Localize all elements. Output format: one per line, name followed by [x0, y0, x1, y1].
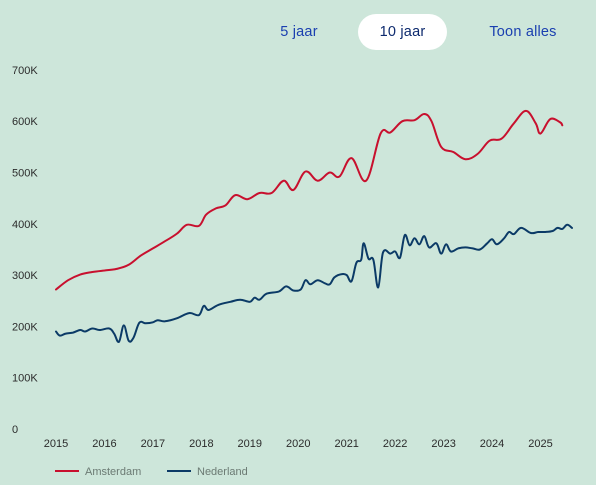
series-lines [55, 109, 573, 343]
series-line-nederland [55, 223, 573, 343]
x-tick-label: 2018 [189, 438, 213, 450]
legend-label-nederland: Nederland [197, 466, 248, 478]
x-tick-label: 2023 [431, 438, 455, 450]
x-tick-label: 2021 [334, 438, 358, 450]
x-tick-label: 2024 [480, 438, 504, 450]
y-tick-label: 0 [12, 424, 18, 436]
x-tick-label: 2017 [141, 438, 165, 450]
x-tick-label: 2015 [44, 438, 68, 450]
y-tick-label: 300K [12, 270, 38, 282]
y-tick-label: 400K [12, 219, 38, 231]
period-tabs: 5 jaar 10 jaar Toon alles [0, 14, 596, 50]
x-tick-label: 2019 [238, 438, 262, 450]
y-tick-label: 200K [12, 321, 38, 333]
tab-10-jaar[interactable]: 10 jaar [358, 14, 447, 50]
x-tick-label: 2020 [286, 438, 310, 450]
y-axis: 0 100K 200K 300K 400K 500K 600K 700K [12, 65, 38, 436]
legend-swatch-nederland [167, 470, 191, 473]
legend-item-nederland[interactable]: Nederland [167, 466, 248, 478]
x-tick-label: 2016 [92, 438, 116, 450]
tab-5-jaar[interactable]: 5 jaar [280, 24, 318, 40]
y-tick-label: 500K [12, 168, 38, 180]
series-line-amsterdam [55, 109, 564, 291]
y-tick-label: 100K [12, 373, 38, 385]
x-axis: 2015 2016 2017 2018 2019 2020 2021 2022 2023 2024… [44, 438, 553, 450]
legend-item-amsterdam[interactable]: Amsterdam [55, 466, 141, 478]
legend-swatch-amsterdam [55, 470, 79, 473]
y-tick-label: 600K [12, 116, 38, 128]
x-tick-label: 2025 [528, 438, 552, 450]
tab-toon-alles[interactable]: Toon alles [489, 24, 557, 40]
x-tick-label: 2022 [383, 438, 407, 450]
legend-label-amsterdam: Amsterdam [85, 466, 142, 478]
y-tick-label: 700K [12, 65, 38, 77]
